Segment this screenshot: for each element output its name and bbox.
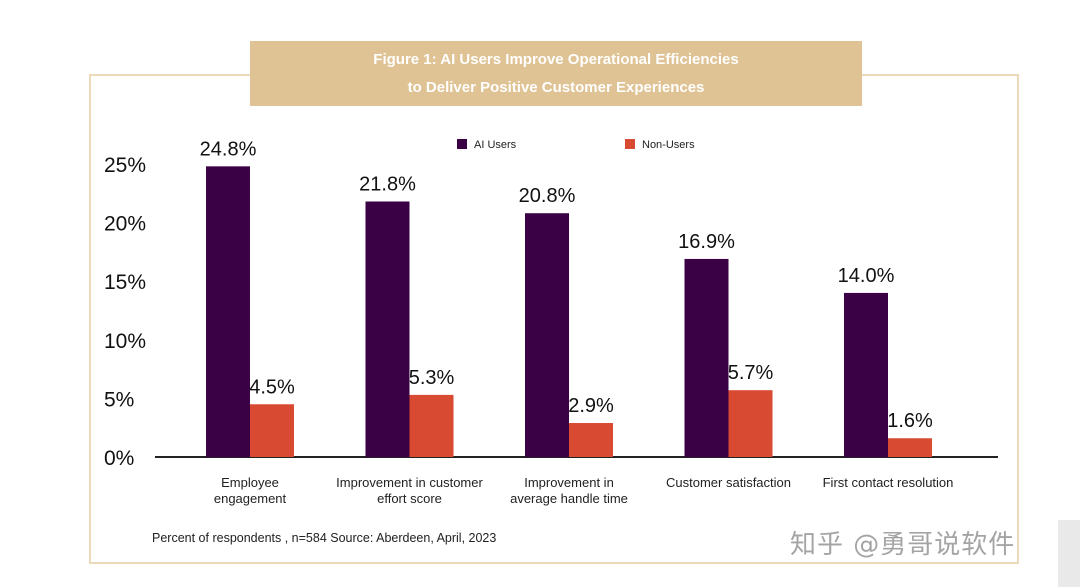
legend-label-non-users: Non-Users xyxy=(642,139,695,151)
bar-non-users xyxy=(250,404,294,457)
chart-title-banner: Figure 1: AI Users Improve Operational E… xyxy=(250,41,862,106)
y-tick-label: 10% xyxy=(104,330,146,353)
edge-strip xyxy=(1058,520,1080,587)
bar-non-users xyxy=(569,423,613,457)
y-tick-label: 15% xyxy=(104,271,146,294)
x-category-label: First contact resolution xyxy=(823,475,954,490)
data-label: 5.3% xyxy=(409,367,455,389)
y-tick-label: 20% xyxy=(104,213,146,236)
x-category-label: engagement xyxy=(214,491,287,506)
bar-non-users xyxy=(409,394,454,457)
chart-title-line-2: to Deliver Positive Customer Experiences xyxy=(407,78,705,96)
data-label: 24.8% xyxy=(200,138,257,160)
data-label: 21.8% xyxy=(359,174,416,196)
bar-ai-users xyxy=(365,201,410,457)
y-tick-label: 5% xyxy=(104,388,134,411)
bar-ai-users xyxy=(525,213,569,457)
data-label: 20.8% xyxy=(519,185,576,207)
watermark: 知乎 @勇哥说软件 xyxy=(790,530,1016,560)
bar-ai-users xyxy=(844,292,888,457)
bar-non-users xyxy=(888,438,932,457)
bar-ai-users xyxy=(206,166,250,457)
source-note: Percent of respondents , n=584 Source: A… xyxy=(152,531,497,545)
data-label: 1.6% xyxy=(887,410,933,432)
x-category-label: Improvement in customer xyxy=(336,475,483,490)
y-tick-label: 0% xyxy=(104,447,134,470)
data-label: 16.9% xyxy=(678,231,735,253)
x-category-label: average handle time xyxy=(510,491,628,506)
data-label: 2.9% xyxy=(568,395,614,417)
x-category-label: Improvement in xyxy=(524,475,614,490)
data-label: 5.7% xyxy=(728,362,774,384)
x-category-label: Customer satisfaction xyxy=(666,475,791,490)
bar-ai-users xyxy=(684,258,729,457)
data-label: 4.5% xyxy=(249,376,295,398)
chart-title-line-1: Figure 1: AI Users Improve Operational E… xyxy=(373,50,739,68)
x-category-label: Employee xyxy=(221,475,279,490)
legend-label-ai-users: AI Users xyxy=(474,139,517,151)
bar-non-users xyxy=(728,390,773,457)
legend-swatch-ai-users xyxy=(457,139,467,149)
legend-swatch-non-users xyxy=(625,139,635,149)
x-category-label: effort score xyxy=(377,491,442,506)
y-tick-label: 25% xyxy=(104,154,146,177)
data-label: 14.0% xyxy=(838,265,895,287)
